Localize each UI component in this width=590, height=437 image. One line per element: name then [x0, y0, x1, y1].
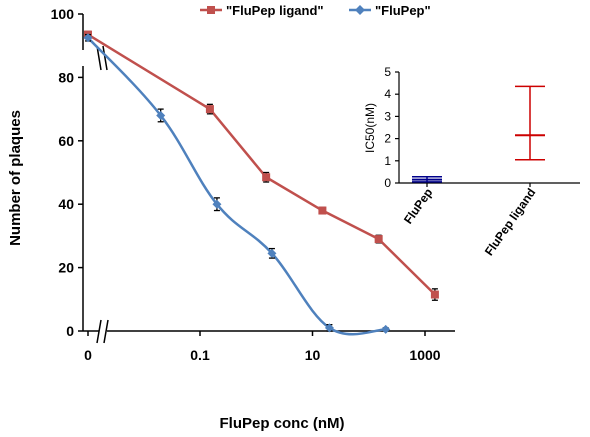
data-point — [374, 235, 383, 244]
data-point — [212, 199, 222, 209]
x-tick-label: 0.1 — [190, 347, 210, 363]
inset-y-tick-label: 0 — [384, 176, 391, 190]
inset-x-tick-label: FluPep ligand — [482, 186, 539, 258]
data-point — [205, 105, 214, 114]
inset-y-tick-label: 3 — [384, 109, 391, 123]
inset-x-tick-label: FluPep — [401, 186, 435, 227]
data-point — [324, 323, 334, 333]
main-axes — [82, 14, 455, 332]
inset-y-ticks: 0 1 2 3 4 5 — [384, 65, 399, 190]
x-break-mark-2 — [103, 319, 109, 344]
legend-label-flupep-ligand: "FluPep ligand" — [226, 3, 324, 18]
y-ticks: 0 20 40 60 80 100 — [51, 6, 83, 339]
y-tick-label: 40 — [58, 196, 74, 212]
legend-item-flupep: "FluPep" — [349, 3, 431, 18]
inset-chart: 0 1 2 3 4 5 IC50(nM) FluPep FluPep ligand — [363, 65, 580, 258]
y-tick-label: 60 — [58, 133, 74, 149]
y-tick-label: 100 — [51, 6, 75, 22]
legend-marker-flupep — [355, 5, 365, 15]
y-tick-label: 0 — [66, 323, 74, 339]
legend-marker-flupep-ligand — [207, 6, 215, 14]
x-break-gap — [99, 326, 107, 336]
data-point — [156, 110, 166, 120]
y-tick-label: 80 — [58, 69, 74, 85]
x-axis-title: FluPep conc (nM) — [220, 415, 345, 432]
x-tick-label: 1000 — [409, 347, 440, 363]
axis-breaks — [78, 45, 109, 344]
legend-item-flupep-ligand: "FluPep ligand" — [200, 3, 324, 18]
data-point — [267, 248, 277, 258]
data-point — [83, 33, 93, 43]
x-tick-label: 10 — [305, 347, 321, 363]
data-point — [430, 290, 439, 299]
inset-y-tick-label: 2 — [384, 132, 391, 146]
inset-y-tick-label: 4 — [384, 87, 391, 101]
inset-y-tick-label: 5 — [384, 65, 391, 79]
data-point — [318, 206, 327, 215]
y-axis-title: Number of plaques — [7, 110, 24, 246]
inset-y-axis-title: IC50(nM) — [363, 103, 377, 153]
y-tick-label: 20 — [58, 260, 74, 276]
y-break-mark-2 — [102, 45, 108, 71]
x-tick-label: 0 — [84, 347, 92, 363]
data-point — [262, 173, 271, 182]
legend-label-flupep: "FluPep" — [375, 3, 431, 18]
series-line-flupep — [87, 36, 386, 336]
x-break-mark-1 — [96, 319, 102, 344]
legend: "FluPep ligand" "FluPep" — [200, 3, 431, 18]
data-point — [381, 324, 391, 334]
y-break-gap — [78, 50, 90, 66]
series-layer — [83, 30, 439, 336]
series-line-flupep-ligand — [87, 33, 436, 296]
x-ticks: 0 0.1 10 1000 — [84, 331, 441, 363]
inset-y-tick-label: 1 — [384, 154, 391, 168]
inset-marks: FluPep FluPep ligand — [401, 85, 545, 258]
y-break-mark-1 — [96, 45, 102, 71]
